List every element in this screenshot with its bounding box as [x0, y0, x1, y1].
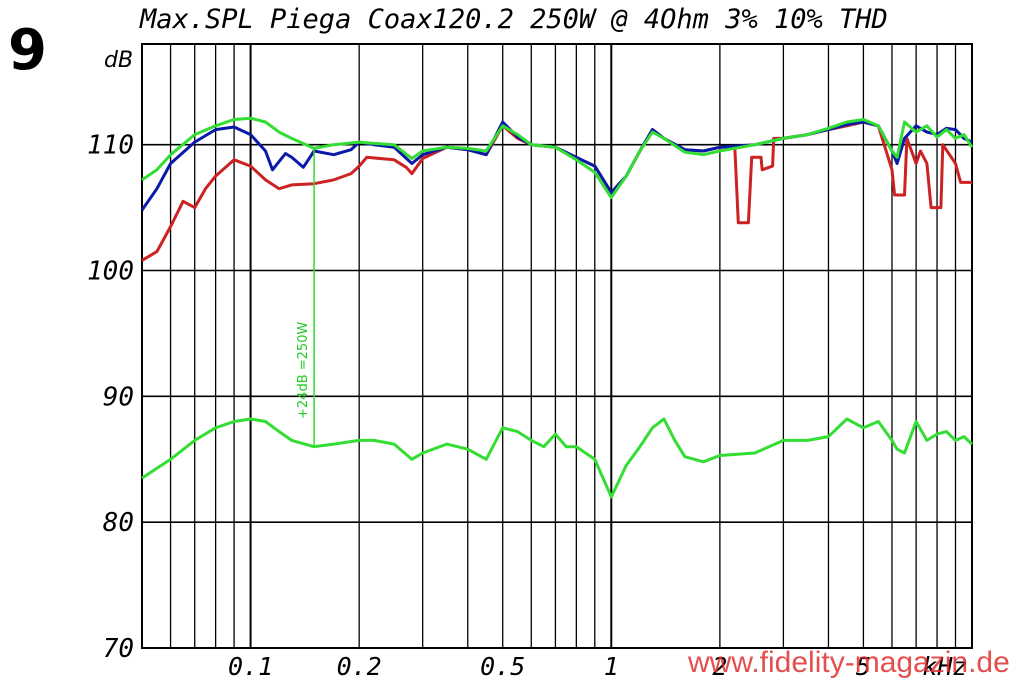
figure-number: 9	[8, 18, 47, 83]
x-tick-label: 2	[712, 652, 727, 681]
x-tick-label: 0.1	[228, 652, 273, 681]
y-tick-label: 80	[103, 508, 134, 538]
chart-title: Max.SPL Piega Coax120.2 250W @ 4Ohm 3% 1…	[140, 4, 888, 35]
x-tick-label: 0.5	[480, 652, 525, 681]
series-line-green	[141, 116, 974, 199]
y-tick-label: 90	[103, 382, 134, 412]
series-line-green	[141, 417, 974, 499]
annotation-layer: +24dB =250W	[296, 148, 315, 447]
x-unit-label: kHz	[922, 652, 967, 681]
watermark: www.fidelity-magazin.de	[688, 646, 1010, 679]
x-tick-label: 0.2	[337, 652, 382, 681]
annotation-label: +24dB =250W	[296, 322, 311, 419]
series-line-red	[141, 120, 972, 262]
x-tick-label: 5	[856, 652, 871, 681]
tick-labels: 70 80 90 100 110 0.1 0.2 0.5 1 2 5 kHz	[87, 131, 968, 681]
x-tick-label: 1	[604, 652, 619, 681]
series-layer	[140, 116, 974, 499]
y-unit-label: dB	[104, 48, 134, 73]
y-tick-label: 70	[103, 634, 134, 664]
y-tick-label: 110	[87, 131, 134, 161]
series-line-blue	[140, 120, 973, 211]
grid	[141, 43, 973, 649]
y-tick-label: 100	[87, 257, 134, 287]
plot-frame	[141, 43, 973, 649]
